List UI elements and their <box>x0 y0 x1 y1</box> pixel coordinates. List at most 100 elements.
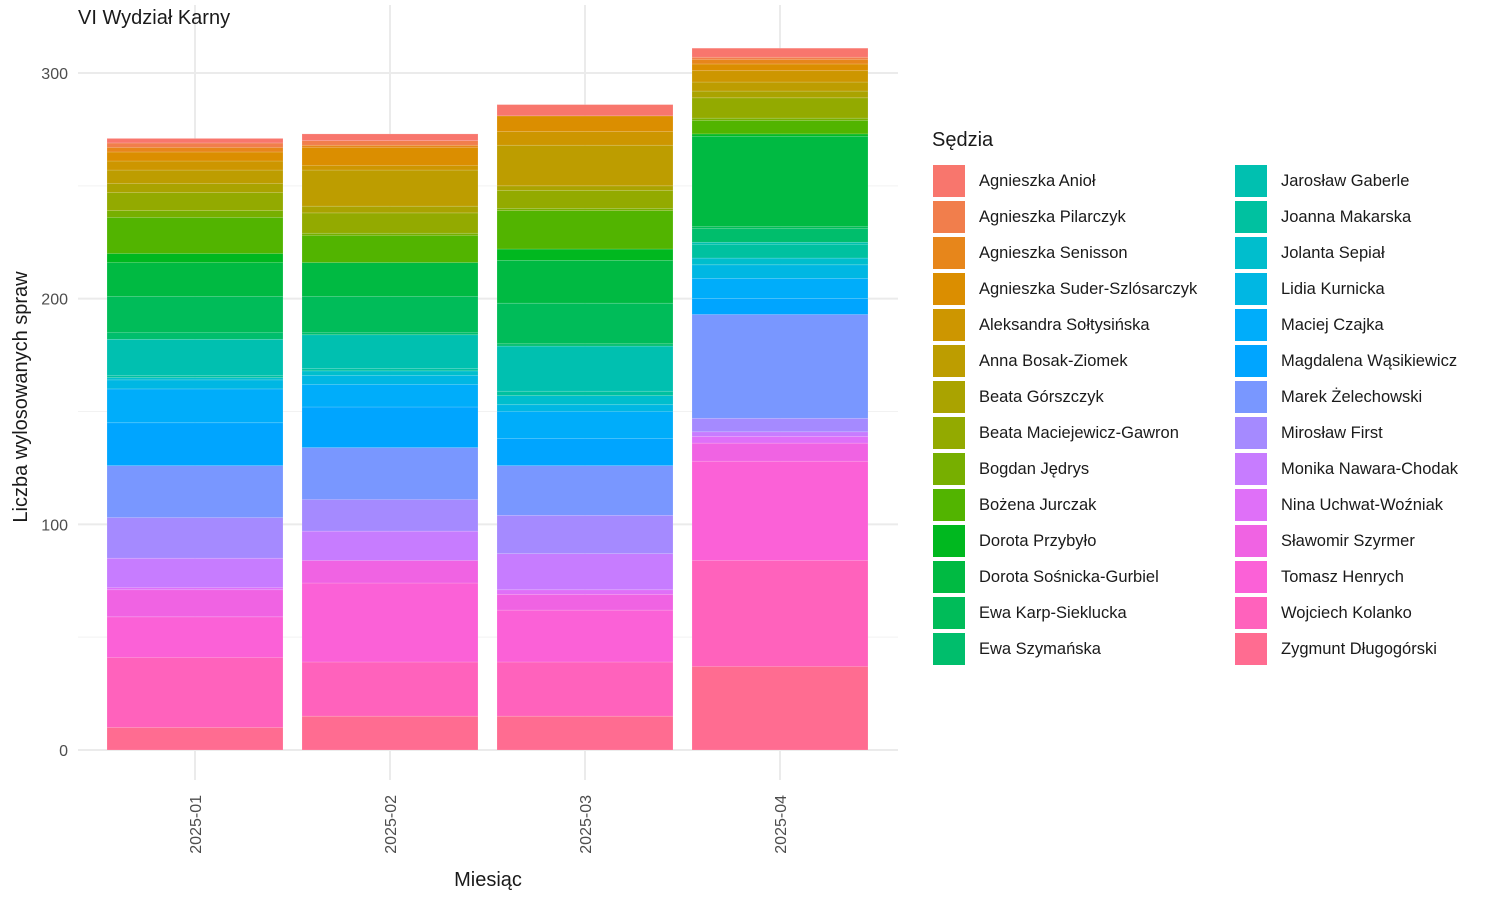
legend-swatch <box>933 381 965 413</box>
legend-swatch <box>1235 381 1267 413</box>
legend-swatch <box>1235 309 1267 341</box>
bar-segment <box>691 460 869 561</box>
legend-item: Jolanta Sepiał <box>1235 235 1385 271</box>
bar-segment <box>496 411 674 439</box>
legend-item: Joanna Makarska <box>1235 199 1411 235</box>
bar-segment <box>106 657 284 728</box>
bar-segment <box>106 160 284 171</box>
legend-swatch <box>1235 561 1267 593</box>
bar-segment <box>496 345 674 392</box>
y-axis-label: Liczba wylosowanych spraw <box>10 271 32 523</box>
legend-item: Bożena Jurczak <box>933 487 1096 523</box>
legend-item: Dorota Przybyło <box>933 523 1096 559</box>
x-tick-label: 2025-03 <box>578 795 595 854</box>
bar-segment <box>106 210 284 218</box>
bar-segment <box>301 447 479 500</box>
legend-label: Agnieszka Pilarczyk <box>979 207 1126 226</box>
bar-segment <box>106 557 284 588</box>
legend-swatch <box>933 597 965 629</box>
legend-item: Beata Górszczyk <box>933 379 1104 415</box>
bar-segment <box>691 63 869 72</box>
bar-segment <box>496 515 674 554</box>
legend-label: Wojciech Kolanko <box>1281 603 1412 622</box>
bar-segment <box>106 217 284 254</box>
legend-label: Bogdan Jędrys <box>979 459 1090 478</box>
chart-title: VI Wydział Karny <box>78 7 231 29</box>
legend-label: Agnieszka Anioł <box>979 171 1096 190</box>
bar-segment <box>106 589 284 618</box>
bar-segment <box>691 417 869 433</box>
bar-segment <box>106 517 284 559</box>
legend-swatch <box>1235 417 1267 449</box>
legend: Agnieszka Anioł Agnieszka Pilarczyk Agnies… <box>933 163 1493 683</box>
bar-segment <box>301 375 479 385</box>
legend-swatch <box>933 165 965 197</box>
bar-segment <box>106 296 284 333</box>
bar-segment <box>496 343 674 347</box>
bar-segment <box>496 395 674 406</box>
legend-label: Joanna Makarska <box>1281 207 1412 226</box>
legend-label: Beata Maciejewicz-Gawron <box>979 423 1179 442</box>
bar-segment <box>301 499 479 532</box>
bar-segment <box>106 147 284 153</box>
legend-item: Beata Maciejewicz-Gawron <box>933 415 1179 451</box>
legend-label: Bożena Jurczak <box>979 495 1097 514</box>
bar-segment <box>691 117 869 121</box>
bar-segment <box>301 232 479 236</box>
bar-segment <box>106 169 284 184</box>
bar-segment <box>106 465 284 518</box>
legend-item: Agnieszka Senisson <box>933 235 1128 271</box>
bar-segment <box>301 296 479 333</box>
bar-segment <box>496 715 674 751</box>
legend-item: Jarosław Gaberle <box>1235 163 1409 199</box>
bar-segment <box>301 133 479 141</box>
bar-segment <box>301 262 479 297</box>
legend-item: Aleksandra Sołtysińska <box>933 307 1150 343</box>
x-tick-label: 2025-01 <box>188 795 205 854</box>
bar-segment <box>691 264 869 279</box>
legend-label: Lidia Kurnicka <box>1281 279 1385 298</box>
bar-segment <box>106 192 284 211</box>
bar-segment <box>106 379 284 390</box>
legend-item: Sławomir Szyrmer <box>1235 523 1415 559</box>
bar-segment <box>691 431 869 437</box>
legend-label: Zygmunt Długogórski <box>1281 639 1437 658</box>
bar-segment <box>496 589 674 595</box>
bar-segment <box>496 404 674 412</box>
bar-segment <box>496 115 674 132</box>
legend-swatch <box>933 237 965 269</box>
legend-label: Nina Uchwat-Woźniak <box>1281 495 1444 514</box>
legend-item: Monika Nawara-Chodak <box>1235 451 1458 487</box>
legend-swatch <box>1235 237 1267 269</box>
legend-swatch <box>933 273 965 305</box>
legend-swatch <box>933 345 965 377</box>
legend-swatch <box>933 633 965 665</box>
bar-segment <box>301 715 479 751</box>
legend-label: Sławomir Szyrmer <box>1281 531 1415 550</box>
bar-segment <box>691 59 869 65</box>
bar-segment <box>691 56 869 60</box>
bar-segment <box>496 248 674 261</box>
bar-segment <box>301 147 479 166</box>
bar-segment <box>496 593 674 611</box>
bar-segment <box>301 165 479 171</box>
bar-segment <box>301 334 479 369</box>
bar-segment <box>691 257 869 266</box>
bar-segment <box>301 169 479 207</box>
bar-segment <box>106 183 284 193</box>
bar-segment <box>496 302 674 345</box>
x-tick-label: 2025-04 <box>773 795 790 854</box>
bar-segment <box>496 131 674 146</box>
bar-segment <box>106 142 284 148</box>
bar-segment <box>106 375 284 378</box>
bar-segment <box>496 553 674 591</box>
bar-segment <box>691 97 869 119</box>
bar-segment <box>691 120 869 135</box>
legend-swatch <box>933 525 965 557</box>
legend-label: Magdalena Wąsikiewicz <box>1281 351 1458 370</box>
bar-segment <box>691 90 869 99</box>
legend-label: Tomasz Henrych <box>1281 567 1404 586</box>
legend-label: Beata Górszczyk <box>979 387 1104 406</box>
legend-label: Jarosław Gaberle <box>1281 171 1410 190</box>
legend-item: Tomasz Henrych <box>1235 559 1404 595</box>
